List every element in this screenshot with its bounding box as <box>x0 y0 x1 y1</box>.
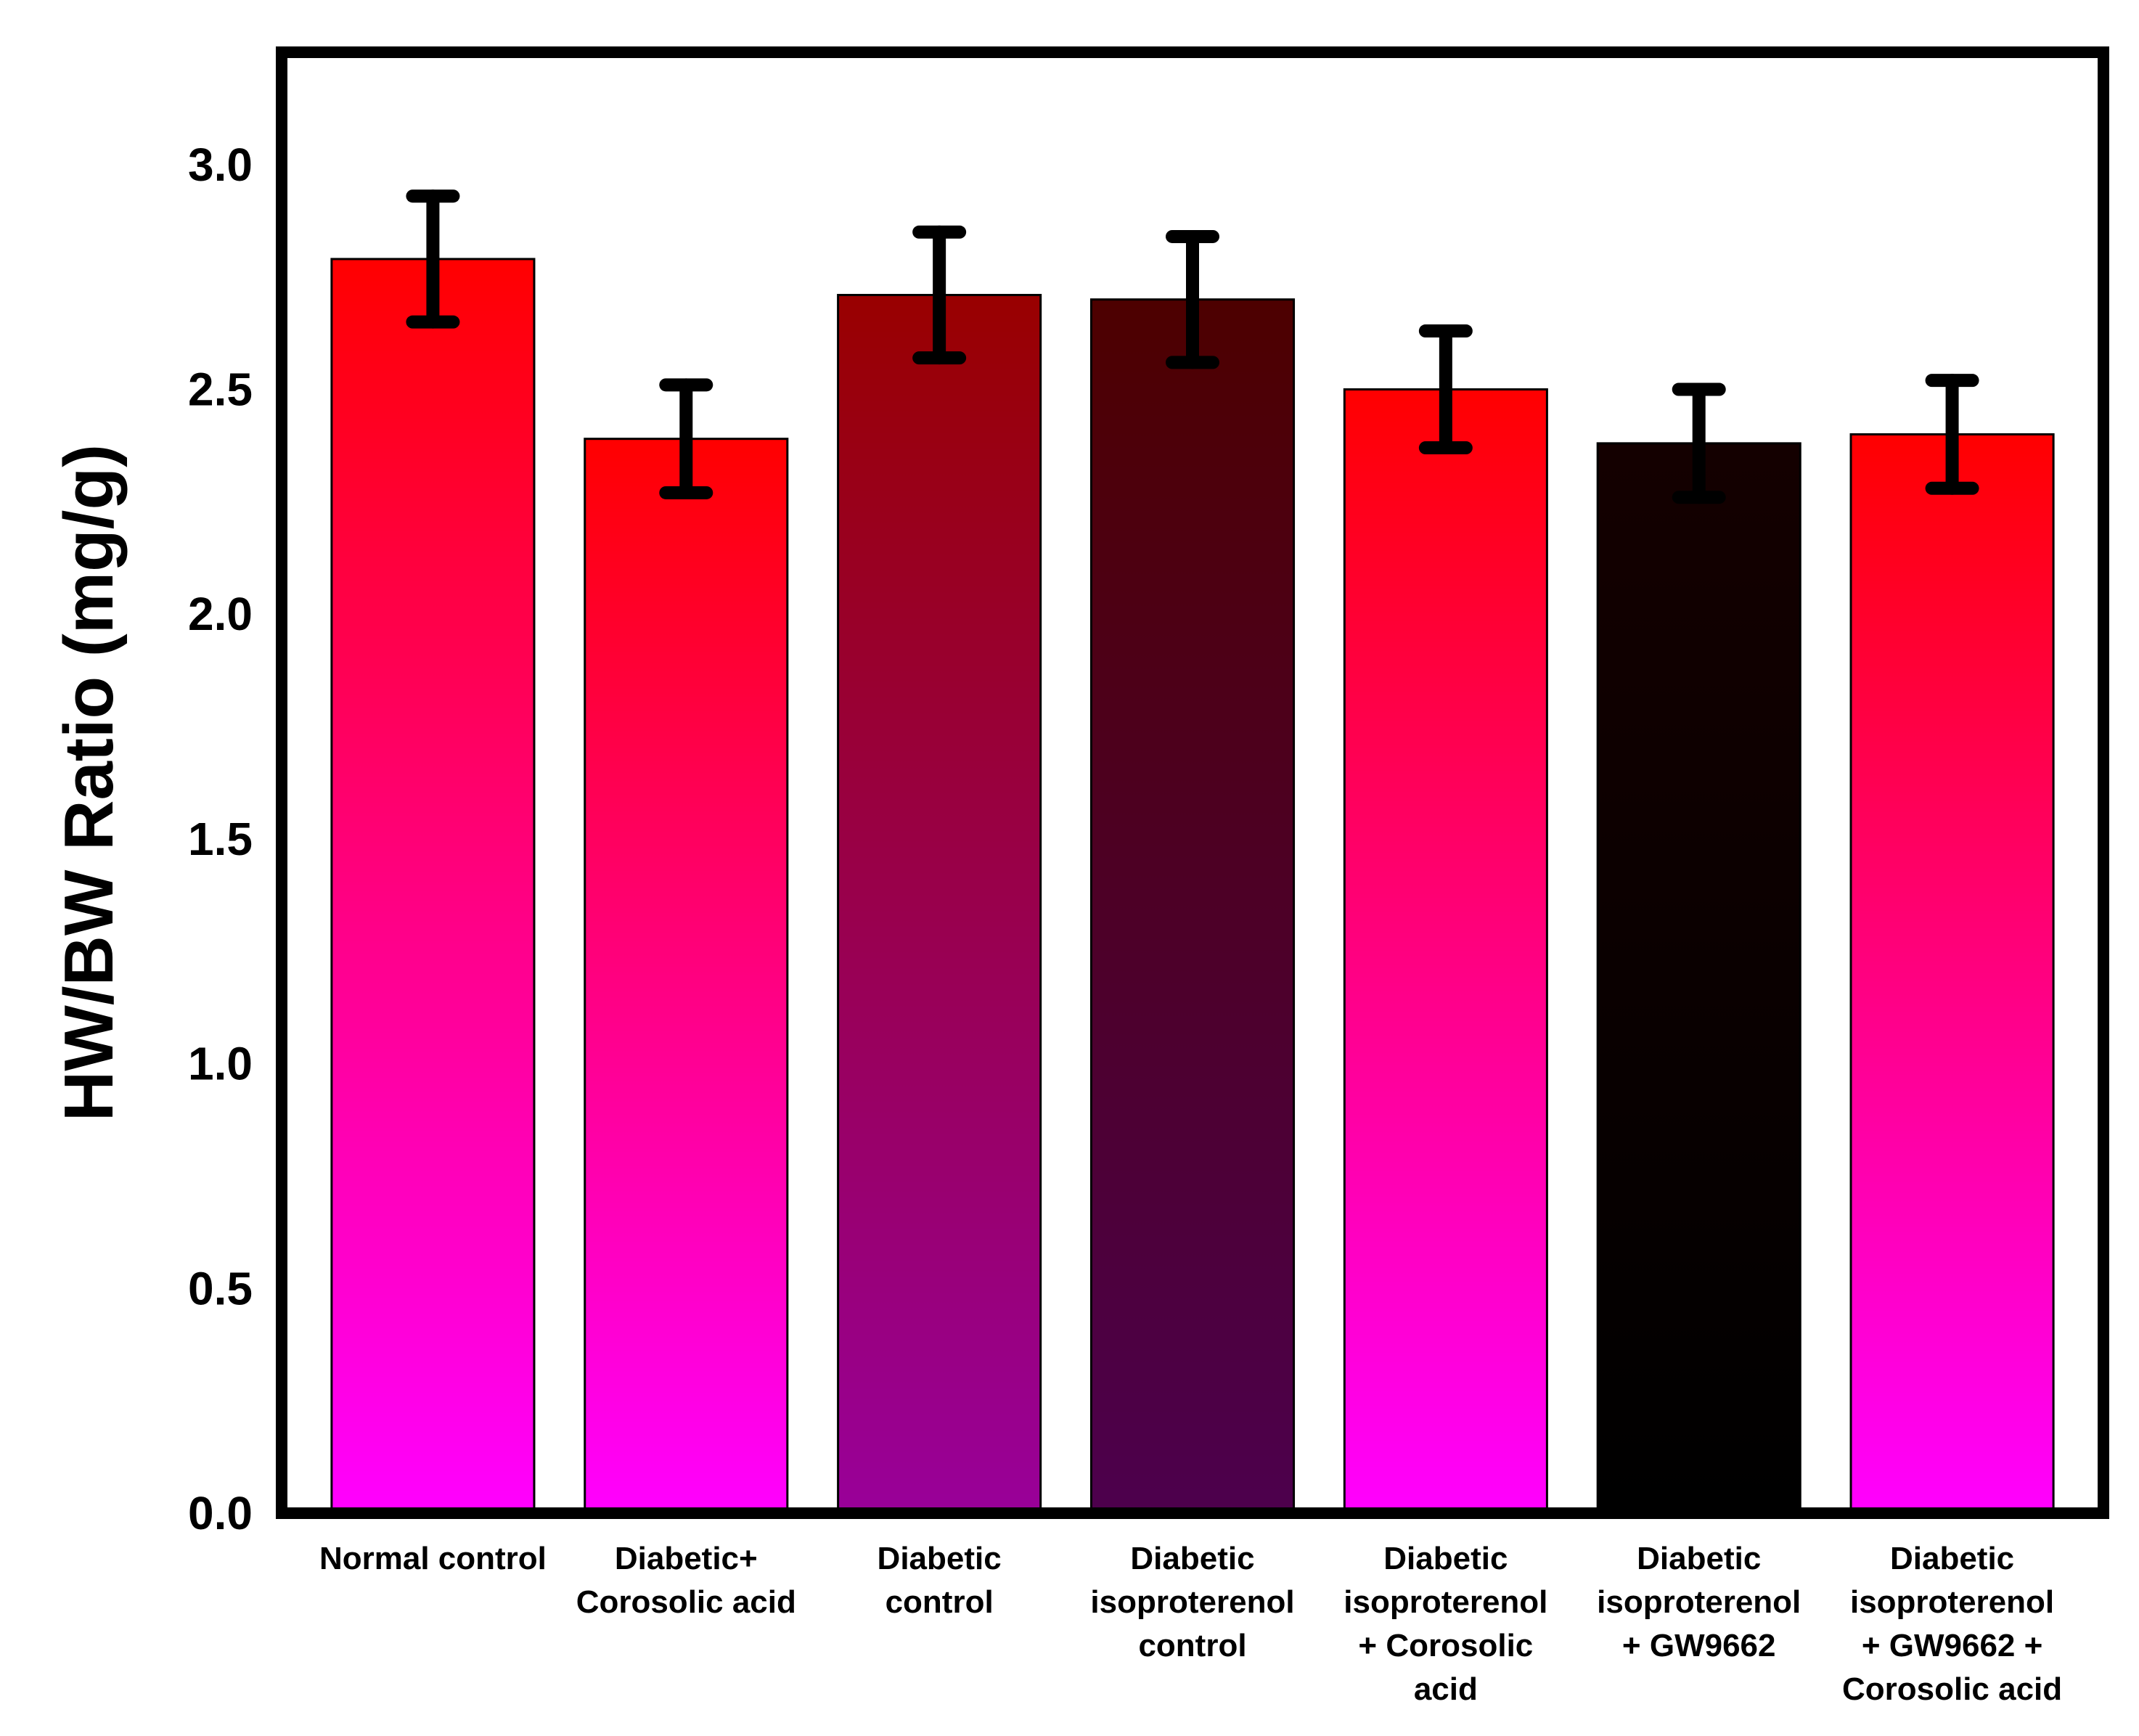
y-tick-label: 0.5 <box>188 1262 253 1314</box>
error-bar-1 <box>406 189 460 329</box>
y-tick-label: 1.0 <box>188 1038 253 1090</box>
error-bar-4 <box>1166 229 1219 369</box>
bar-4 <box>1089 298 1296 1515</box>
y-tick-label: 3.0 <box>188 139 253 191</box>
error-bars-group <box>406 189 1979 504</box>
bar-1 <box>330 258 536 1515</box>
bar-3 <box>837 293 1042 1515</box>
error-bar-7 <box>1925 374 1979 495</box>
bars-group <box>330 258 2055 1515</box>
error-bar-6 <box>1672 382 1726 504</box>
x-category-label: Normal control <box>319 1541 547 1576</box>
error-bar-5 <box>1418 324 1473 455</box>
y-tick-label: 2.0 <box>188 588 253 640</box>
y-axis-ticks: 0.0 0.5 1.0 1.5 2.0 2.5 3.0 <box>188 139 253 1539</box>
x-category-label: Diabetic isoproterenol + GW9662 + Corosolic… <box>1842 1541 2062 1707</box>
x-category-label: Diabetic+ Corosolic acid <box>576 1541 796 1620</box>
y-tick-label: 0.0 <box>188 1487 253 1539</box>
y-axis-title: HW/BW Ratio (mg/g) <box>50 444 128 1121</box>
plot-frame <box>276 46 2109 1519</box>
bar-6 <box>1596 442 1801 1515</box>
bar-5 <box>1343 388 1548 1515</box>
x-axis-labels: Normal control Diabetic+ Corosolic acid Dia… <box>319 1541 2062 1707</box>
y-tick-label: 1.5 <box>188 813 253 865</box>
bar-2 <box>584 438 789 1515</box>
x-category-label: Diabetic isoproterenol + Corosolic acid <box>1343 1541 1547 1707</box>
bar-7 <box>1849 433 2055 1515</box>
error-bar-2 <box>659 378 713 499</box>
x-category-label: Diabetic isoproterenol + GW9662 <box>1597 1541 1801 1663</box>
error-bar-3 <box>912 225 967 365</box>
x-category-label: Diabetic isoproterenol control <box>1090 1541 1294 1663</box>
x-category-label: Diabetic control <box>878 1541 1002 1620</box>
y-tick-label: 2.5 <box>188 364 253 416</box>
